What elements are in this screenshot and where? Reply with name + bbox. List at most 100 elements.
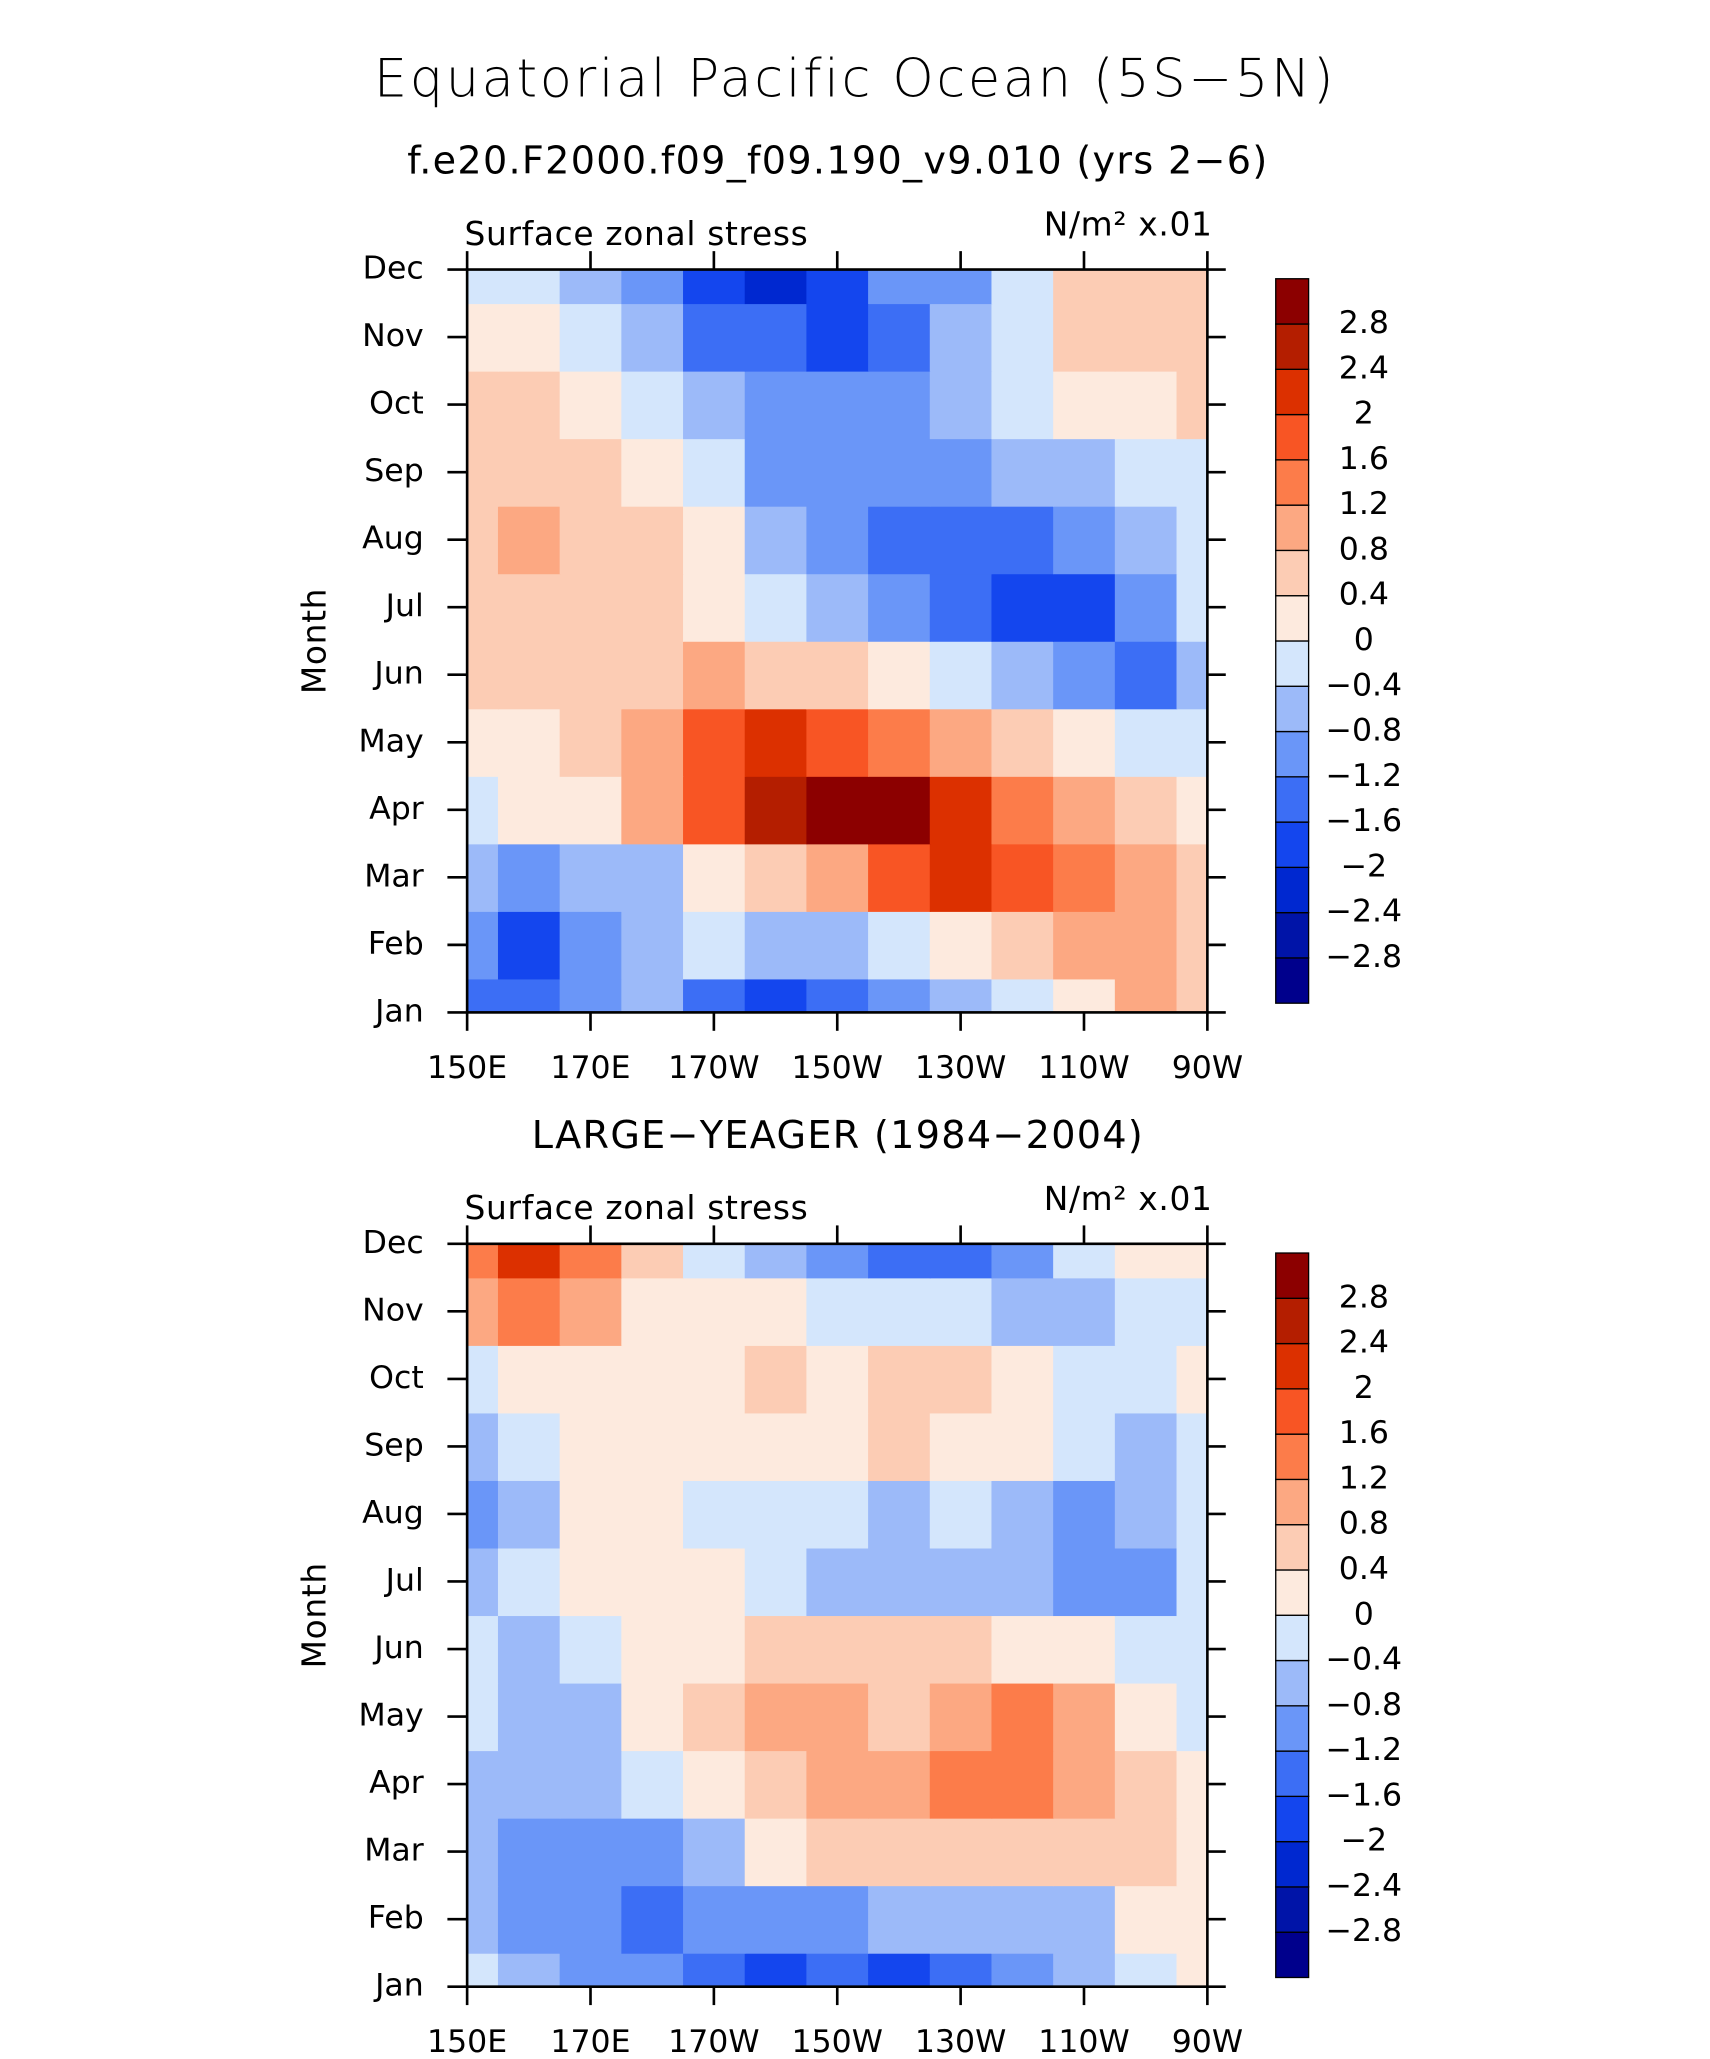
contour-cell [1176,1345,1209,1414]
colorbar-box [1275,1524,1310,1571]
contour-cell [467,1480,499,1549]
contour-cell [683,269,746,305]
contour-cell [1176,776,1209,845]
colorbar-label: −2 [1341,848,1388,884]
contour-cell [683,1480,746,1549]
contour-cell [1176,1547,1209,1617]
y-tick-label: Apr [369,1765,424,1801]
contour-cell [683,438,746,507]
colorbar-box [1275,1478,1310,1526]
contour-cell [806,505,869,575]
contour-cell [868,1480,931,1549]
contour-cell [929,640,993,710]
contour-cell [559,911,623,980]
contour-cell [467,505,499,575]
contour-cell [868,776,931,845]
contour-cell [621,303,684,372]
contour-cell [868,1547,931,1617]
colorbar-box [1275,730,1310,778]
contour-cell [991,1547,1054,1617]
y-tick-label: Dec [363,251,424,287]
contour-cell [744,1480,808,1549]
contour-cell [868,1750,931,1819]
y-tick-label: Feb [368,926,424,962]
colorbar-label: −2 [1341,1823,1388,1859]
contour-cell [744,303,808,372]
contour-cell [497,776,561,845]
contour-cell [744,505,808,575]
colorbar-box [1275,1342,1310,1390]
x-tick-label: 110W [1038,1050,1129,1086]
contour-cell [559,843,623,912]
contour-cell [744,843,808,912]
y-tick-label: Apr [369,791,424,827]
contour-cell [744,1277,808,1346]
colorbar-box [1275,957,1310,1004]
contour-cell [929,505,993,575]
contour-cell [868,1345,931,1414]
contour-cell [1053,1615,1116,1684]
contour-cell [467,640,499,710]
colorbar-label: −2.4 [1326,894,1403,930]
contour-cell [744,708,808,777]
colorbar-box [1275,821,1310,869]
contour-cell [683,303,746,372]
left-label: Surface zonal stress [465,214,809,253]
contour-cell [1176,438,1209,507]
contour-cell [991,978,1054,1014]
y-tick-label: Aug [362,521,424,557]
contour-cell [621,776,684,845]
contour-cell [1176,1750,1209,1819]
contour-cell [1053,843,1116,912]
contour-cell [467,843,499,912]
contour-cell [1053,1277,1116,1346]
contour-cell [1053,708,1116,777]
contour-cell [806,303,869,372]
contour-cell [559,1243,623,1279]
contour-cell [868,438,931,507]
contour-cell [744,1547,808,1617]
contour-cell [1053,1885,1116,1954]
contour-cell [1053,1345,1116,1414]
contour-cell [559,573,623,642]
colorbar-box [1275,1795,1310,1843]
contour-cell [929,1480,993,1549]
contour-cell [868,1277,931,1346]
contour-cell [559,303,623,372]
contour-cell [1053,776,1116,845]
contour-cell [1176,505,1209,575]
contour-cell [868,1412,931,1481]
contour-cell [559,1615,623,1684]
contour-cell [868,269,931,305]
contour-cell [991,1243,1054,1279]
colorbar-label: 0 [1354,1596,1374,1632]
contour-cell [1176,1615,1209,1684]
contour-cell [497,911,561,980]
contour-cell [497,843,561,912]
contour-cell [1114,1412,1178,1481]
contour-cell [868,370,931,440]
contour-cell [806,269,869,305]
contour-cell [497,269,561,305]
contour-cell [991,843,1054,912]
contour-cell [929,1952,993,1988]
contour-cell [806,573,869,642]
colorbar-box [1275,685,1310,733]
contour-cell [683,1682,746,1752]
contour-cell [467,1277,499,1346]
contour-cell [497,708,561,777]
contour-cell [929,776,993,845]
contour-cell [467,438,499,507]
colorbar-label: 0.4 [1339,577,1389,613]
contour-cell [744,370,808,440]
contour-cell [806,438,869,507]
colorbar-box [1275,459,1310,506]
contour-cell [467,1412,499,1481]
contour-cell [991,776,1054,845]
y-tick-label: May [359,1698,424,1734]
contour-cell [467,1547,499,1617]
contour-cell [467,573,499,642]
contour-cell [467,776,499,845]
contour-cell [806,1345,869,1414]
contour-cell [621,438,684,507]
